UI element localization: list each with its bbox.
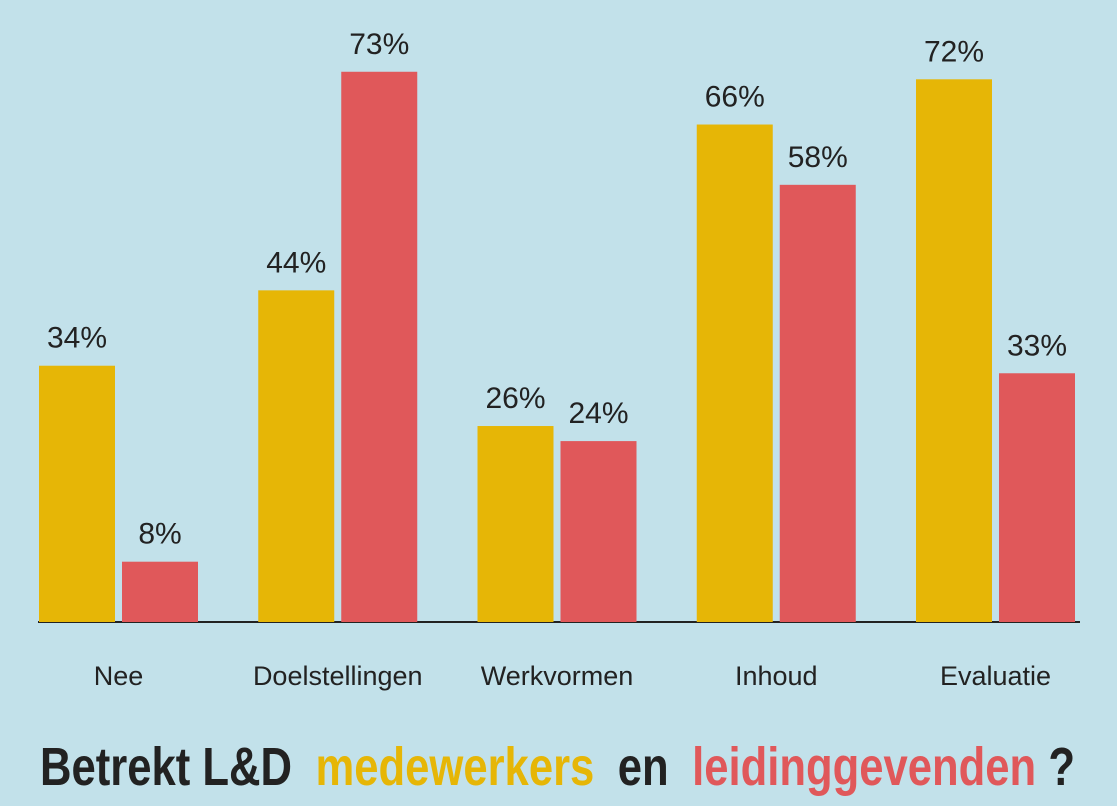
x-tick-label: Nee	[94, 661, 144, 691]
title-middle: en	[618, 737, 669, 797]
title-series-1: medewerkers	[315, 737, 594, 797]
bar	[39, 365, 115, 622]
title-series-2: leidinggevenden	[692, 737, 1036, 797]
bar	[779, 184, 856, 622]
title-suffix: ?	[1048, 737, 1075, 797]
x-tick-label: Werkvormen	[481, 661, 634, 691]
x-tick-label: Inhoud	[735, 661, 818, 691]
title-prefix: Betrekt L&D	[40, 737, 292, 797]
bar	[999, 373, 1075, 622]
bar	[696, 124, 773, 623]
x-tick-label: Evaluatie	[940, 661, 1051, 691]
value-label: 24%	[568, 397, 628, 430]
chart-title: Betrekt L&D medewerkers en leidinggevend…	[40, 737, 1075, 797]
bar	[122, 561, 198, 622]
value-label: 33%	[1007, 329, 1067, 362]
bar	[560, 441, 637, 622]
value-label: 73%	[349, 28, 409, 61]
value-label: 66%	[705, 81, 765, 114]
value-label: 72%	[924, 35, 984, 68]
value-label: 26%	[485, 382, 545, 415]
bar	[477, 426, 554, 622]
value-label: 34%	[47, 322, 107, 355]
value-label: 58%	[788, 141, 848, 174]
bar	[341, 71, 418, 622]
value-label: 8%	[138, 518, 181, 551]
x-tick-label: Doelstellingen	[253, 661, 423, 691]
value-label: 44%	[266, 246, 326, 279]
bar	[258, 290, 335, 622]
bar	[916, 79, 992, 623]
